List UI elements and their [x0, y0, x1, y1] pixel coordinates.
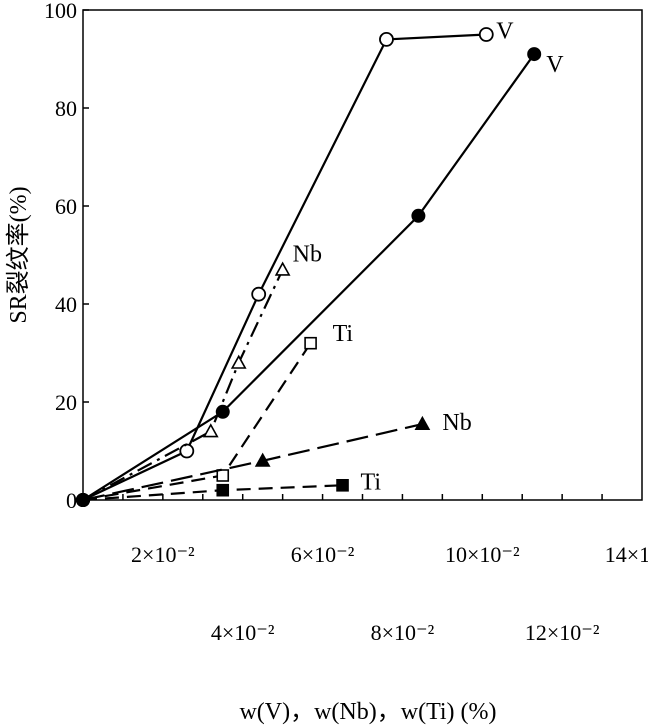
- y-axis-title: SR裂纹率(%): [5, 186, 32, 323]
- series-label: Ti: [361, 469, 382, 495]
- x-tick-label: 14×10⁻²: [605, 542, 648, 567]
- y-tick-label: 20: [55, 390, 77, 415]
- data-point: [414, 415, 431, 431]
- y-tick-label: 80: [55, 96, 77, 121]
- series-line: [82, 342, 312, 502]
- data-point: [379, 32, 394, 47]
- series-v-1: V: [76, 47, 564, 507]
- y-tick-label: 100: [44, 0, 77, 23]
- data-point: [527, 47, 542, 62]
- series-label: V: [546, 52, 564, 78]
- x-tick-label: 2×10⁻²: [131, 542, 195, 567]
- data-point: [202, 423, 219, 438]
- data-point: [274, 261, 291, 276]
- x-axis-title: w(V)，w(Nb)，w(Ti) (%): [239, 699, 496, 725]
- x-tick-label: 8×10⁻²: [371, 620, 435, 645]
- data-point: [230, 354, 247, 369]
- data-point: [254, 452, 271, 467]
- x-tick-label: 10×10⁻²: [445, 542, 520, 567]
- plot-axes: 0 20 40 60 80 100 2×10⁻² 6×10⁻² 10×10⁻² 14×10⁻² 4×…: [44, 0, 648, 645]
- data-point: [304, 336, 317, 350]
- data-point: [216, 483, 230, 497]
- data-point: [216, 469, 230, 482]
- x-tick-label: 4×10⁻²: [211, 620, 275, 645]
- series-line: [82, 53, 536, 501]
- data-point: [336, 478, 349, 492]
- series-label: V: [496, 19, 514, 45]
- series-nb-4: Nb: [76, 410, 472, 507]
- series-ti-5: Ti: [76, 469, 382, 507]
- series-layer: V V Nb Ti Nb Ti: [76, 19, 564, 507]
- y-tick-label: 60: [55, 194, 77, 219]
- series-line: [82, 269, 284, 501]
- y-tick-label: 40: [55, 292, 77, 317]
- series-v-0: V: [76, 19, 514, 507]
- series-label: Nb: [442, 410, 471, 436]
- series-label: Nb: [293, 242, 322, 268]
- series-label: Ti: [333, 321, 354, 347]
- data-point: [411, 208, 426, 223]
- data-point: [251, 286, 267, 302]
- data-point: [478, 27, 494, 42]
- x-tick-label: 6×10⁻²: [291, 542, 355, 567]
- data-point: [179, 443, 195, 459]
- y-tick-label: 0: [66, 488, 77, 513]
- series-line: [82, 484, 343, 502]
- data-point: [76, 493, 90, 507]
- series-nb-2: Nb: [76, 242, 322, 507]
- x-tick-label: 12×10⁻²: [525, 620, 600, 645]
- plot-frame: [82, 9, 643, 501]
